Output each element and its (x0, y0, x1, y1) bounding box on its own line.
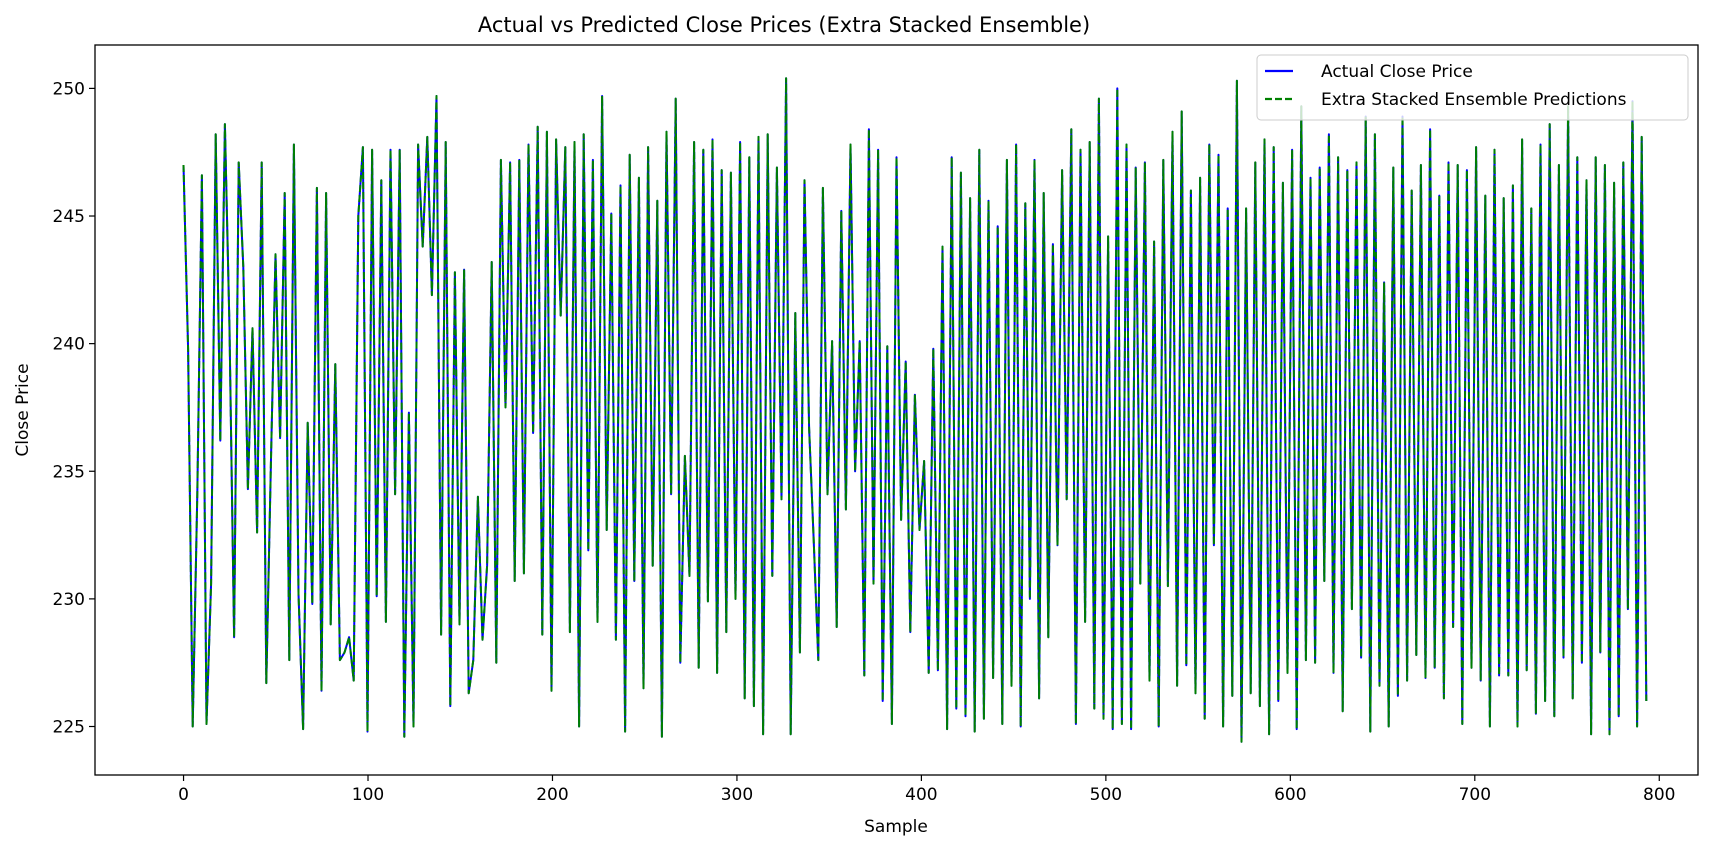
y-tick-label: 235 (53, 462, 85, 482)
y-tick-label: 240 (53, 335, 85, 355)
legend-box (1256, 54, 1689, 121)
x-axis: 0 100 200 300 400 500 600 700 800 (178, 775, 1675, 805)
x-tick-label: 700 (1459, 785, 1491, 805)
x-tick-label: 500 (1090, 785, 1122, 805)
legend-label-actual: Actual Close Price (1321, 62, 1473, 82)
x-tick-label: 400 (905, 785, 937, 805)
legend: Actual Close Price Extra Stacked Ensembl… (1256, 54, 1689, 121)
x-tick-label: 200 (536, 785, 568, 805)
y-tick-label: 250 (53, 79, 85, 99)
y-axis-label: Close Price (13, 363, 33, 456)
x-tick-label: 0 (178, 785, 189, 805)
x-tick-label: 800 (1643, 785, 1675, 805)
y-tick-label: 225 (53, 718, 85, 738)
y-tick-label: 230 (53, 590, 85, 610)
axes-frame (94, 44, 1699, 776)
x-tick-label: 300 (721, 785, 753, 805)
y-tick-label: 245 (53, 207, 85, 227)
x-tick-label: 600 (1274, 785, 1306, 805)
x-axis-label: Sample (864, 817, 928, 837)
x-tick-label: 100 (352, 785, 384, 805)
series-line-predictions (182, 77, 1648, 743)
y-axis: 225 230 235 240 245 250 (53, 79, 95, 738)
legend-label-predictions: Extra Stacked Ensemble Predictions (1321, 90, 1627, 110)
chart-title: Actual vs Predicted Close Prices (Extra … (478, 13, 1090, 37)
